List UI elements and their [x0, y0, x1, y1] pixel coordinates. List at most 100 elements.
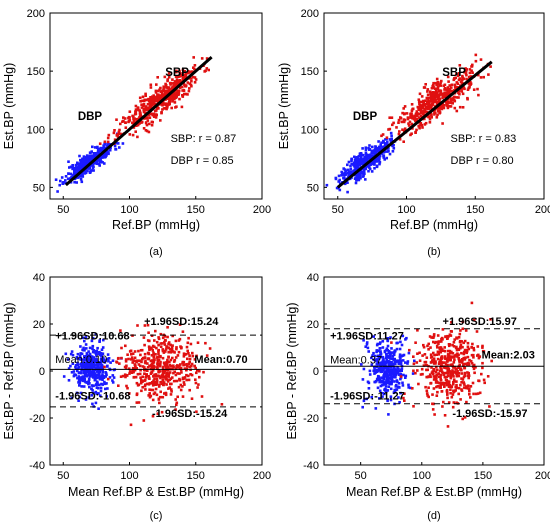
data-point	[401, 354, 405, 357]
data-point	[432, 81, 435, 85]
data-point	[461, 86, 464, 90]
data-point	[188, 365, 192, 368]
data-point	[178, 97, 181, 101]
data-point	[421, 106, 425, 110]
data-point	[156, 358, 159, 362]
data-point	[438, 340, 441, 343]
data-point	[176, 372, 179, 375]
data-point	[386, 399, 389, 403]
data-point	[145, 123, 149, 127]
x-tick-label: 200	[253, 204, 271, 216]
x-axis-label: Mean Ref.BP & Est.BP (mmHg)	[68, 485, 244, 499]
data-point	[419, 114, 423, 118]
data-point	[189, 373, 192, 376]
data-point	[76, 363, 80, 367]
data-point	[396, 380, 399, 384]
data-point	[164, 92, 167, 95]
data-point	[438, 83, 442, 86]
data-point	[75, 168, 79, 171]
data-point	[417, 125, 420, 128]
data-point	[161, 356, 165, 360]
data-point	[95, 159, 98, 162]
x-tick-label: 50	[332, 204, 344, 216]
data-point	[166, 96, 170, 100]
data-point	[185, 378, 188, 382]
data-point	[149, 394, 153, 398]
data-point	[468, 71, 472, 75]
data-point	[450, 86, 453, 89]
data-point	[179, 346, 183, 350]
data-point	[120, 132, 123, 136]
data-point	[428, 335, 432, 338]
data-point	[364, 345, 367, 348]
data-point	[460, 340, 463, 343]
data-point	[390, 369, 393, 372]
data-point	[73, 169, 77, 173]
data-point	[437, 342, 440, 346]
data-point	[475, 330, 479, 333]
data-point	[105, 373, 108, 377]
data-point	[101, 370, 104, 373]
data-point	[406, 117, 410, 121]
data-point	[446, 336, 449, 340]
data-point	[437, 109, 440, 113]
y-tick-label: 150	[27, 66, 45, 78]
data-point	[446, 391, 449, 395]
data-point	[146, 119, 150, 122]
data-point	[91, 166, 95, 170]
data-point	[85, 365, 89, 369]
data-point	[460, 377, 463, 380]
data-point	[191, 351, 194, 355]
data-point	[461, 74, 464, 78]
data-point	[191, 354, 195, 358]
data-point	[98, 362, 101, 366]
data-point	[173, 370, 176, 374]
data-point	[165, 362, 169, 366]
data-point	[432, 333, 436, 336]
x-axis-label: Ref.BP (mmHg)	[390, 218, 478, 232]
data-point	[447, 380, 451, 383]
data-point	[446, 359, 449, 363]
data-point	[446, 75, 450, 79]
data-point	[471, 63, 474, 67]
data-point	[99, 361, 103, 364]
data-point	[422, 101, 425, 105]
x-tick-label: 100	[413, 470, 431, 482]
data-point	[151, 414, 155, 418]
data-point	[399, 369, 403, 372]
data-point	[96, 153, 99, 157]
data-point	[382, 377, 385, 380]
data-point	[360, 171, 363, 175]
data-point	[414, 131, 417, 134]
data-point	[379, 370, 382, 374]
data-point	[157, 362, 161, 366]
data-point	[149, 388, 153, 392]
data-point	[97, 361, 101, 364]
data-point	[171, 100, 174, 103]
data-point	[151, 344, 155, 348]
data-point	[426, 93, 430, 97]
data-point	[414, 341, 417, 344]
data-point	[449, 388, 452, 391]
data-point	[86, 355, 90, 358]
data-point	[462, 363, 465, 366]
data-point	[368, 156, 372, 160]
data-point	[458, 105, 462, 109]
data-point	[453, 338, 456, 341]
data-point	[401, 111, 404, 115]
data-point	[381, 346, 385, 349]
data-point	[120, 356, 123, 360]
data-point	[368, 144, 371, 147]
data-point	[193, 76, 197, 79]
data-point	[151, 95, 154, 98]
data-point	[416, 111, 419, 115]
data-point	[365, 159, 369, 162]
data-point	[178, 80, 182, 84]
data-point	[139, 349, 143, 352]
data-point	[398, 347, 402, 351]
data-point	[193, 364, 196, 368]
data-point	[427, 99, 430, 102]
regression-line	[336, 60, 493, 189]
data-point	[161, 395, 165, 399]
data-point	[449, 89, 453, 93]
